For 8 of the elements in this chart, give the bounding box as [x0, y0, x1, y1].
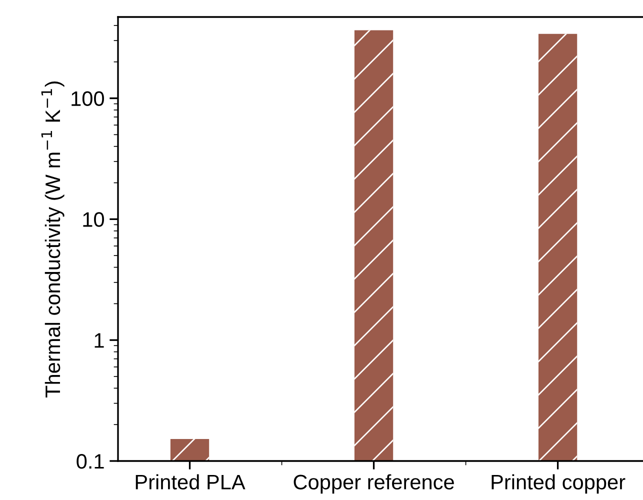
y-axis-title: Thermal conductivity (W m$^{−1}$ K$^{−1}$): [41, 82, 64, 398]
x-tick-label: Printed copper: [492, 474, 626, 494]
y-tick-label: 10: [83, 212, 104, 227]
y-tick-label: 0.1: [76, 454, 104, 469]
y-tick-label: 100: [72, 91, 104, 106]
y-tick-label: 1: [94, 333, 104, 348]
x-tick-label: Printed PLA: [136, 474, 246, 490]
x-tick-label: Copper reference: [294, 474, 454, 494]
